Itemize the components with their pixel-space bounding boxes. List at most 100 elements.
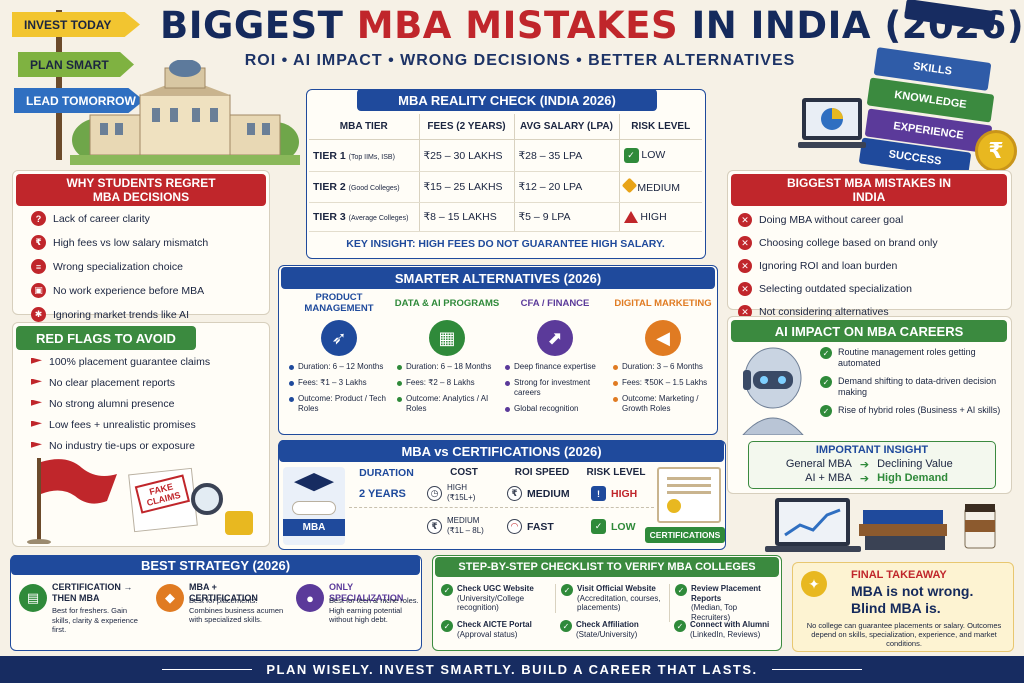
briefcase-icon: ▣ — [31, 283, 46, 298]
gear-icon: ✱ — [31, 307, 46, 322]
list-item: ✕ Doing MBA without career goal — [738, 213, 1008, 227]
mba-side: MBA — [283, 467, 345, 545]
col-duration: DURATION — [359, 467, 414, 479]
shield-check-icon: ✓ — [591, 519, 606, 534]
alternative-name: DIGITAL MARKETING — [614, 297, 712, 309]
red-flags-list: 100% placement guarantee claims No clear… — [27, 356, 267, 461]
list-item: No clear placement reports — [27, 377, 267, 389]
clock-icon: ◷ — [427, 485, 442, 501]
graduation-cap-icon — [294, 473, 334, 492]
document-icon: FAKE CLAIMS — [128, 467, 198, 533]
list-item: ▣ No work experience before MBA — [31, 283, 266, 298]
col-fees: FEES (2 YEARS) — [419, 114, 515, 140]
page-subtitle: ROI • AI IMPACT • WRONG DECISIONS • BETT… — [244, 52, 796, 69]
tier-note: (Top IIMs, ISB) — [348, 153, 395, 161]
money-bag-icon: ₹ — [31, 235, 46, 250]
tier-label: TIER 2 — [313, 181, 346, 193]
key-insight: KEY INSIGHT: HIGH FEES DO NOT GUARANTEE … — [346, 238, 665, 251]
list-item: ✓ Routine management roles getting automa… — [820, 347, 1005, 369]
chip-icon: ▦ — [429, 320, 465, 356]
red-flag-icon — [31, 357, 42, 364]
mistakes-title: BIGGEST MBA MISTAKES IN INDIA — [731, 174, 1007, 206]
list-item: ✕ Not considering alternatives — [738, 305, 1008, 319]
final-takeaway-card: ✦ FINAL TAKEAWAY MBA is not wrong. Blind… — [792, 562, 1014, 652]
ai-impact-title: AI IMPACT ON MBA CAREERS — [731, 320, 1007, 342]
rupee-icon: ₹ — [427, 518, 442, 534]
checklist-item: ✓ Check Affiliation (State/University) — [555, 620, 663, 639]
regret-title: WHY STUDENTS REGRET MBA DECISIONS — [16, 174, 266, 206]
person-icon: ● — [296, 584, 324, 612]
books-icon: ≡ — [31, 259, 46, 274]
final-line-2: Blind MBA is. — [851, 600, 941, 616]
checklist-item: ✓ Review Placement Reports (Median, Top Re… — [669, 584, 777, 622]
col-mba-tier: MBA TIER — [309, 114, 420, 140]
checklist-card: STEP-BY-STEP CHECKLIST TO VERIFY MBA COL… — [432, 555, 782, 651]
insight-row: General MBA ➔ Declining Value — [785, 458, 953, 471]
fees-value: ₹25 – 30 LAKHS — [419, 139, 515, 172]
footer-banner: PLAN WISELY. INVEST SMARTLY. BUILD A CAR… — [0, 656, 1024, 683]
title-part-1: BIGGEST — [160, 4, 357, 47]
tier-label: TIER 1 — [313, 149, 346, 162]
magnifier-icon — [191, 483, 223, 515]
robot-icon — [742, 347, 804, 435]
tier-note: (Good Colleges) — [348, 185, 400, 192]
mba-risk: ! HIGH — [591, 486, 637, 501]
risk-value: LOW — [641, 149, 666, 161]
col-cost: COST — [450, 467, 478, 478]
strategy-title: BEST STRATEGY (2026) — [11, 555, 420, 575]
list-item: ✓ Demand shifting to data-driven decision… — [820, 376, 1005, 398]
list-item: ≡ Wrong specialization choice — [31, 259, 266, 274]
alternatives-title: SMARTER ALTERNATIVES (2026) — [281, 267, 715, 289]
rupee-icon: ₹ — [507, 486, 522, 501]
page-title: BIGGEST MBA MISTAKES IN INDIA (2026) — [160, 4, 1024, 47]
cert-cost: ₹ MEDIUM (₹1L – 8L) — [427, 516, 492, 536]
mba-label: MBA — [283, 519, 345, 536]
x-circle-icon: ✕ — [738, 282, 752, 296]
checklist-item: ✓ Check UGC Website (University/College re… — [441, 584, 549, 613]
person-question-icon: ? — [31, 211, 46, 226]
shield-icon: ! — [591, 486, 606, 501]
graduation-cap-icon: ◆ — [156, 584, 184, 612]
final-line-1: MBA is not wrong. — [851, 583, 974, 599]
certificate-icon: ▤ — [19, 584, 47, 612]
final-title: FINAL TAKEAWAY — [851, 569, 947, 581]
mba-roi: ₹ MEDIUM — [507, 486, 570, 501]
list-item: ✕ Selecting outdated specialization — [738, 282, 1008, 296]
risk-value: MEDIUM — [637, 182, 681, 194]
checklist-item: ✓ Check AICTE Portal (Approval status) — [441, 620, 549, 639]
x-circle-icon: ✕ — [738, 236, 752, 250]
list-item: Low fees + unrealistic promises — [27, 419, 267, 431]
alternative-cfa-finance: CFA / FINANCE ⬈ Deep finance expertise S… — [501, 290, 609, 420]
footer-line-right — [771, 669, 862, 670]
coins-icon — [225, 511, 253, 535]
important-insight-title: IMPORTANT INSIGHT — [815, 444, 929, 456]
reality-check-title: MBA REALITY CHECK (INDIA 2026) — [357, 89, 657, 111]
cert-risk: ✓ LOW — [591, 519, 636, 534]
mistakes-list: ✕ Doing MBA without career goal ✕ Choosing… — [738, 213, 1008, 328]
warning-triangle-icon — [623, 211, 638, 224]
red-flag-icon — [31, 441, 42, 448]
sign-plan-smart: PLAN SMART — [18, 52, 134, 77]
list-item: No industry tie-ups or exposure — [27, 440, 267, 452]
cert-roi: ◠ FAST — [507, 519, 554, 534]
reality-check-table: MBA TIER FEES (2 YEARS) AVG SALARY (LPA)… — [309, 114, 702, 233]
footer-line-left — [162, 669, 253, 670]
title-highlight: MBA MISTAKES — [356, 4, 679, 47]
important-insight-box: IMPORTANT INSIGHT General MBA ➔ Declining … — [748, 441, 996, 489]
check-icon: ✓ — [820, 405, 832, 417]
x-circle-icon: ✕ — [738, 305, 752, 319]
salary-value: ₹5 – 9 LPA — [514, 202, 620, 233]
laptop-chart-icon — [798, 98, 866, 148]
fees-value: ₹8 – 15 LAKHS — [419, 202, 515, 233]
check-icon: ✓ — [441, 584, 453, 596]
shield-check-icon: ✓ — [623, 148, 639, 163]
check-icon: ✓ — [674, 620, 686, 632]
check-icon: ✓ — [561, 584, 573, 596]
salary-value: ₹28 – 35 LPA — [514, 139, 620, 172]
red-flag-icon — [31, 420, 42, 427]
ai-impact-list: ✓ Routine management roles getting automa… — [820, 347, 1005, 417]
list-item: ? Lack of career clarity — [31, 211, 266, 226]
list-item: ✱ Ignoring market trends like AI — [31, 307, 266, 322]
big-red-flag-illustration — [27, 458, 117, 544]
arrow-right-icon: ➔ — [859, 459, 870, 471]
